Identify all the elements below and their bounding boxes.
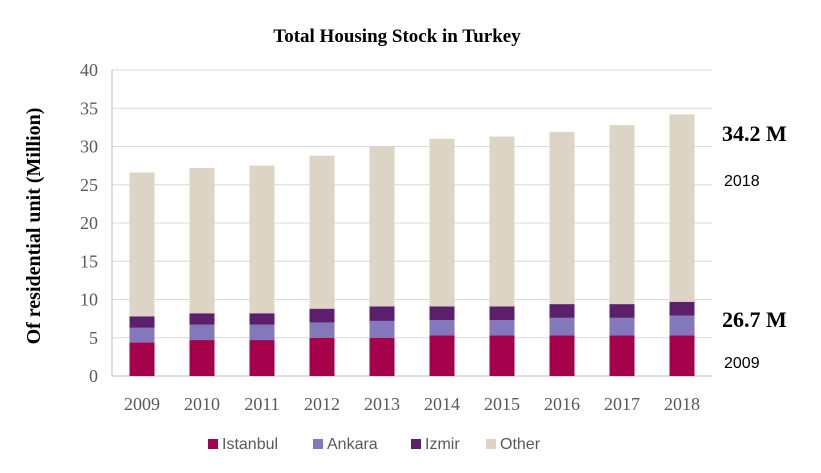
x-tick-label: 2011 (244, 394, 279, 414)
legend-label-other: Other (500, 436, 541, 453)
y-tick-label: 25 (80, 175, 98, 195)
legend-label-istanbul: Istanbul (222, 436, 278, 453)
bar-segment-izmir-2017 (609, 304, 635, 318)
bar-segment-istanbul-2016 (549, 335, 575, 376)
bar-segment-ankara-2014 (429, 320, 455, 336)
bars (129, 114, 695, 376)
bar-segment-ankara-2013 (369, 320, 395, 338)
legend-label-ankara: Ankara (327, 436, 378, 453)
y-axis-label: Of residential unit (Million) (23, 108, 45, 345)
y-tick-label: 30 (80, 137, 98, 157)
bar-segment-izmir-2009 (129, 316, 155, 328)
y-tick-label: 20 (80, 213, 98, 233)
bar-segment-other-2012 (309, 155, 335, 309)
y-tick-label: 10 (80, 290, 98, 310)
bar-segment-izmir-2016 (549, 304, 575, 318)
x-tick-label: 2013 (364, 394, 400, 414)
bar-segment-other-2013 (369, 146, 395, 307)
bar-segment-ankara-2012 (309, 322, 335, 338)
x-tick-label: 2015 (484, 394, 520, 414)
legend-swatch-izmir (411, 439, 421, 449)
legend-swatch-other (486, 439, 496, 449)
bar-segment-other-2017 (609, 125, 635, 305)
x-tick-label: 2018 (664, 394, 700, 414)
annotation-year-2009: 2009 (724, 355, 760, 372)
bar-segment-other-2015 (489, 136, 515, 307)
bar-segment-izmir-2011 (249, 313, 275, 325)
legend: Istanbul Ankara Izmir Other (208, 436, 541, 453)
bar-segment-ankara-2011 (249, 324, 275, 341)
bar-segment-ankara-2016 (549, 317, 575, 336)
y-tick-label: 35 (80, 98, 98, 118)
bar-segment-izmir-2015 (489, 306, 515, 321)
bar-segment-istanbul-2009 (129, 342, 155, 376)
bar-segment-istanbul-2011 (249, 340, 275, 376)
bar-segment-istanbul-2014 (429, 335, 455, 376)
x-tick-label: 2009 (124, 394, 160, 414)
y-tick-labels: 0 5 10 15 20 25 30 35 40 (80, 60, 98, 386)
y-tick-label: 0 (89, 366, 98, 386)
annotation-year-2018: 2018 (724, 173, 760, 190)
bar-segment-istanbul-2015 (489, 335, 515, 376)
bar-segment-izmir-2012 (309, 308, 335, 323)
x-tick-labels: 2009 2010 2011 2012 2013 2014 2015 2016 2017 2018 (124, 394, 700, 414)
bar-segment-other-2018 (669, 114, 695, 302)
bar-segment-izmir-2018 (669, 301, 695, 316)
bar-segment-istanbul-2012 (309, 337, 335, 376)
legend-swatch-istanbul (208, 439, 218, 449)
bar-segment-ankara-2018 (669, 315, 695, 336)
bar-segment-ankara-2010 (189, 324, 215, 341)
bar-segment-other-2009 (129, 172, 155, 317)
y-tick-label: 5 (89, 328, 98, 348)
bar-segment-izmir-2014 (429, 306, 455, 321)
bar-segment-other-2016 (549, 131, 575, 305)
bar-segment-istanbul-2013 (369, 337, 395, 376)
chart-title: Total Housing Stock in Turkey (273, 26, 521, 47)
bar-segment-ankara-2017 (609, 317, 635, 336)
bar-segment-istanbul-2018 (669, 335, 695, 376)
x-tick-label: 2010 (184, 394, 220, 414)
bar-segment-izmir-2010 (189, 313, 215, 325)
x-tick-label: 2017 (604, 394, 640, 414)
bar-segment-other-2011 (249, 165, 275, 314)
x-tick-label: 2016 (544, 394, 580, 414)
y-tick-label: 40 (80, 60, 98, 80)
bar-segment-ankara-2009 (129, 327, 155, 343)
bar-segment-izmir-2013 (369, 306, 395, 321)
bar-segment-istanbul-2010 (189, 340, 215, 376)
bar-segment-other-2014 (429, 138, 455, 307)
legend-label-izmir: Izmir (425, 436, 460, 453)
bar-segment-ankara-2015 (489, 320, 515, 336)
legend-swatch-ankara (313, 439, 323, 449)
x-tick-label: 2014 (424, 394, 460, 414)
annotation-total-2018: 34.2 M (722, 121, 787, 146)
y-tick-label: 15 (80, 251, 98, 271)
bar-segment-istanbul-2017 (609, 335, 635, 376)
annotation-total-2009: 26.7 M (722, 307, 787, 332)
bar-segment-other-2010 (189, 167, 215, 314)
x-tick-label: 2012 (304, 394, 340, 414)
